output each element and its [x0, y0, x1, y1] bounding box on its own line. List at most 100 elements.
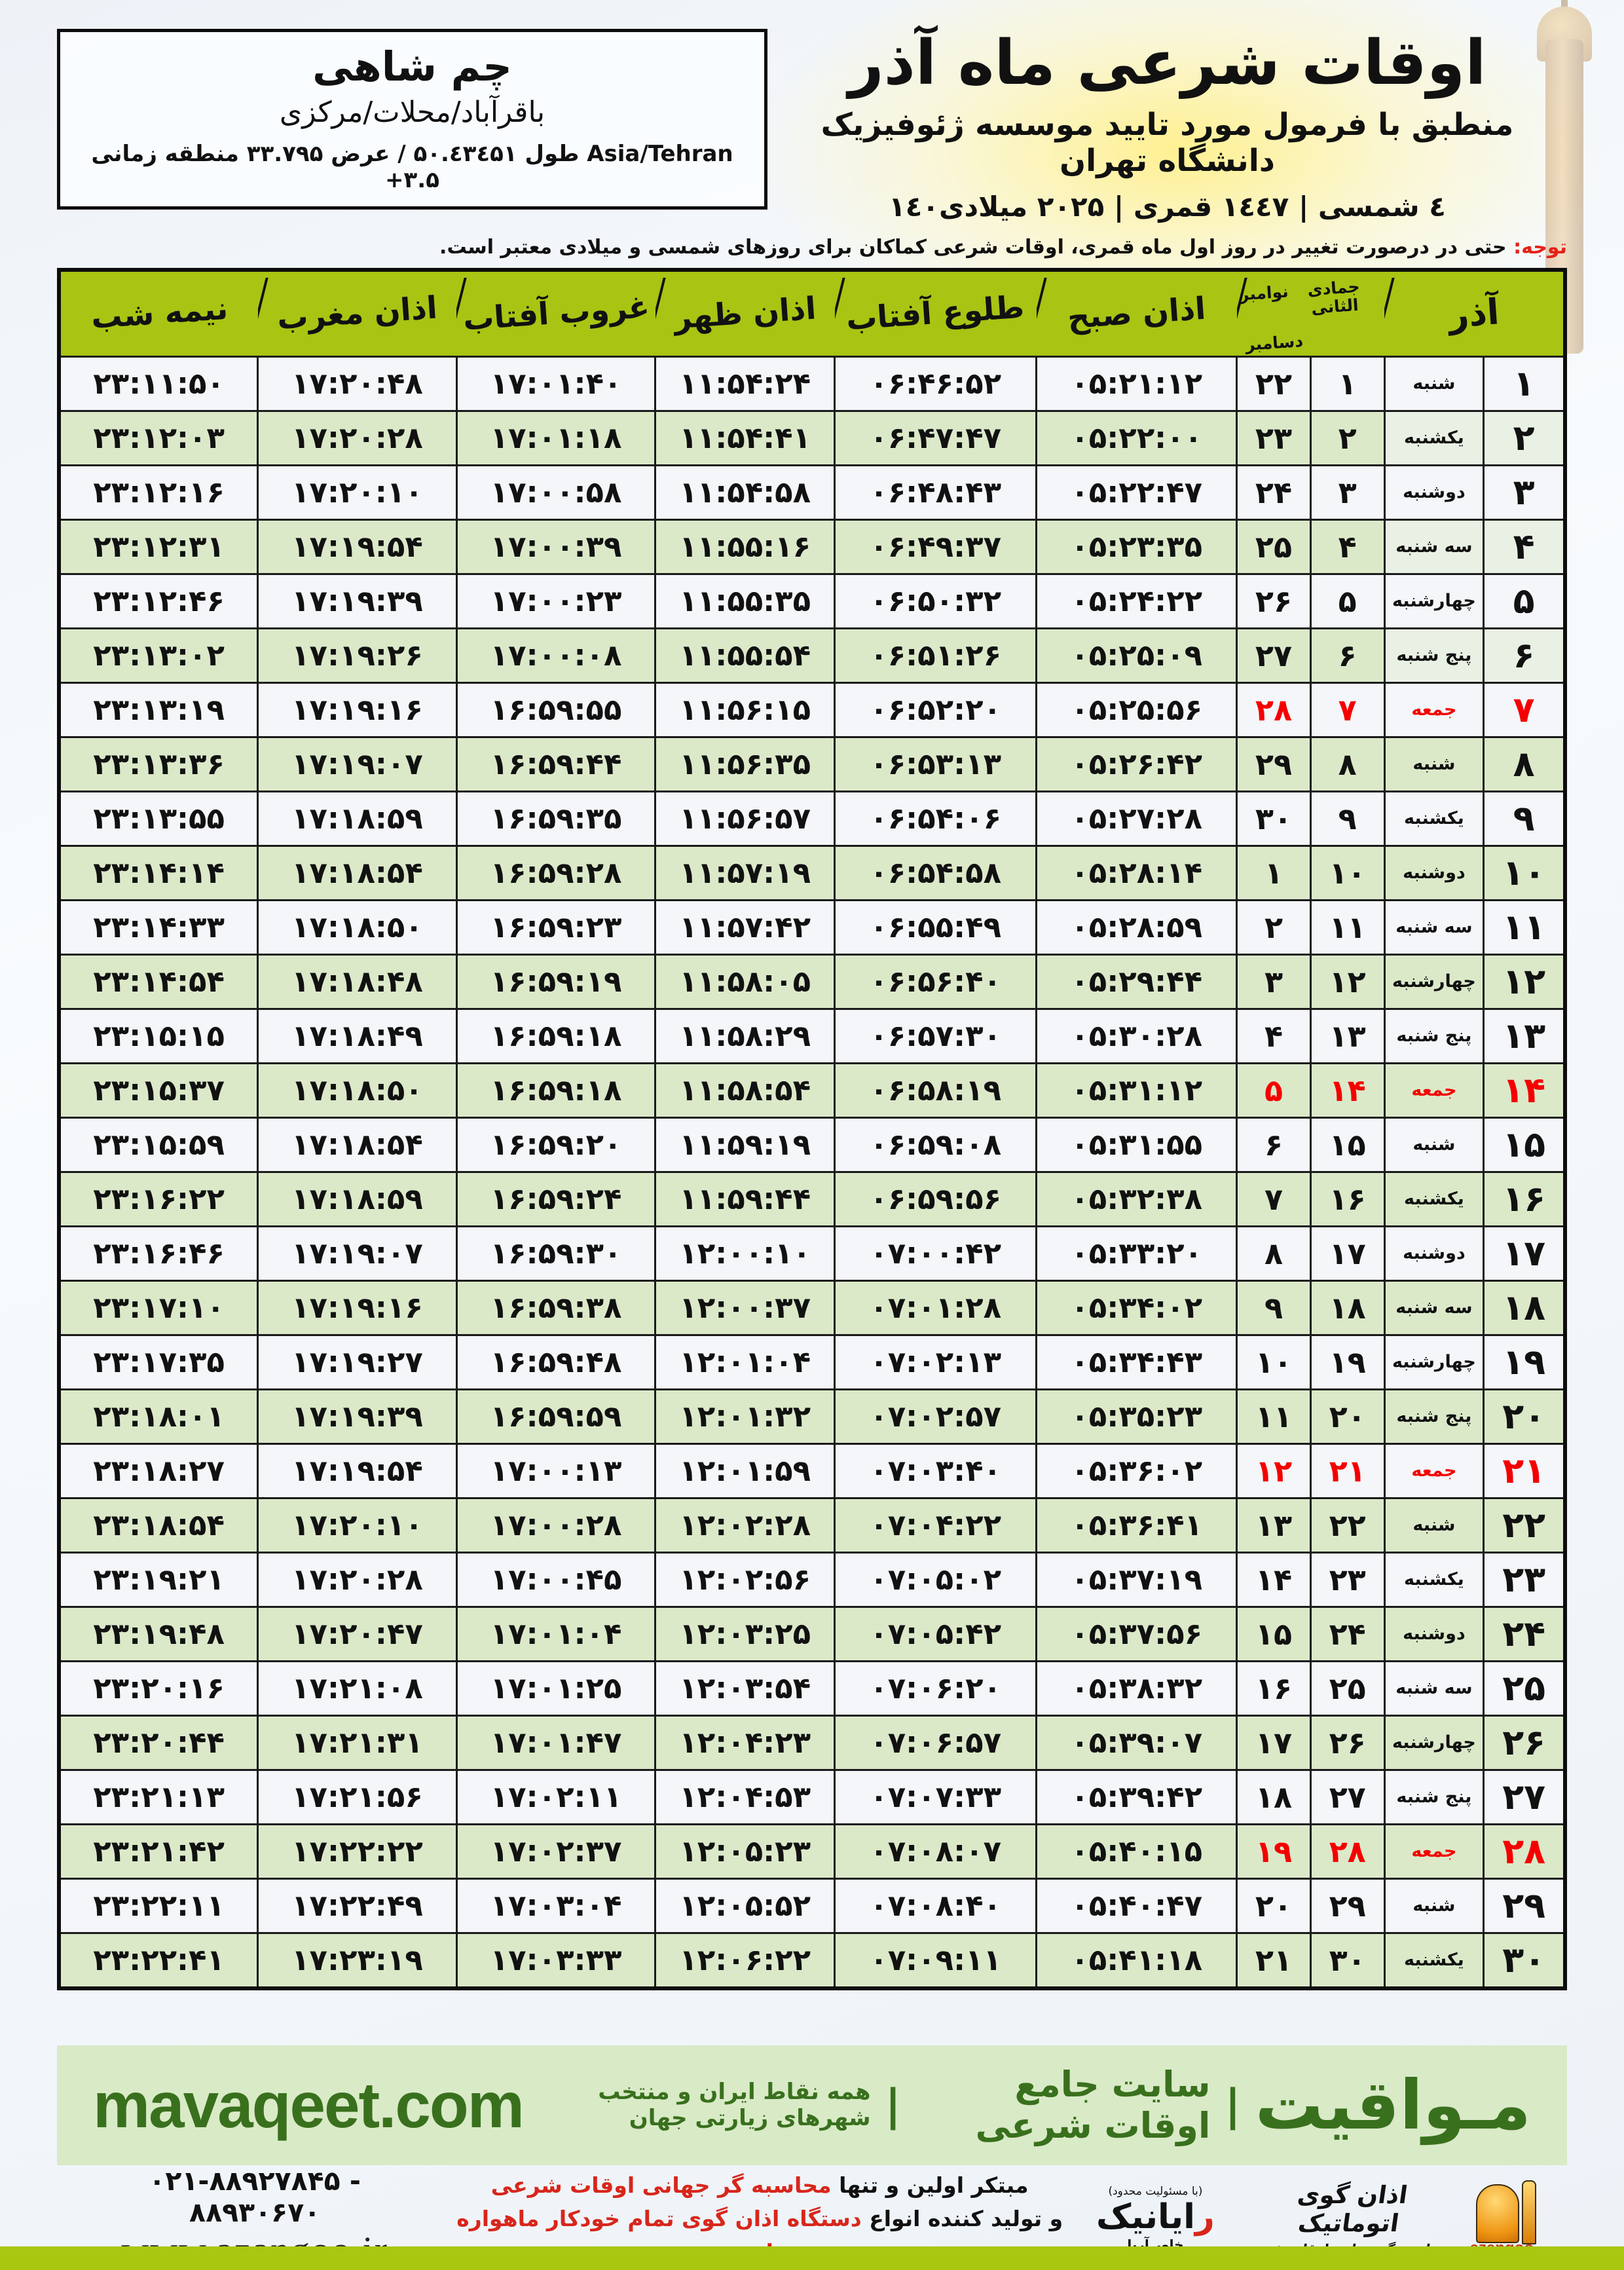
cell-gregorian-day: ۴: [1236, 1007, 1312, 1064]
cell-sunrise-time: ۰۶:۵۰:۳۲: [834, 572, 1038, 629]
divider: |: [1225, 2079, 1241, 2130]
minaret-spire: [1561, 0, 1568, 14]
cell-sunset-time: ۱۷:۰۲:۱۱: [455, 1768, 657, 1825]
cell-weekday: شنبه: [1383, 355, 1485, 412]
table-row: ۱۸ سه شنبه ۱۸ ۹ ۰۵:۳۴:۰۲ ۰۷:۰۱:۲۸ ۱۲:۰۰:…: [58, 1279, 1566, 1336]
cell-gregorian-day: ۱۴: [1236, 1551, 1312, 1608]
cell-sunrise-time: ۰۷:۰۷:۳۳: [834, 1768, 1038, 1825]
cell-weekday: یکشنبه: [1383, 1931, 1485, 1990]
cell-fajr-time: ۰۵:۳۰:۲۸: [1035, 1007, 1238, 1064]
cell-midnight-time: ۲۳:۱۲:۰۳: [58, 409, 259, 466]
cell-fajr-time: ۰۵:۲۳:۳۵: [1035, 518, 1238, 575]
cell-maghrib-time: ۱۷:۱۹:۲۷: [257, 1333, 458, 1390]
cell-fajr-time: ۰۵:۲۲:۰۰: [1035, 409, 1238, 466]
cell-dhuhr-time: ۱۲:۰۱:۳۲: [654, 1388, 836, 1445]
table-row: ۳۰ یکشنبه ۳۰ ۲۱ ۰۵:۴۱:۱۸ ۰۷:۰۹:۱۱ ۱۲:۰۶:…: [58, 1931, 1566, 1990]
table-row: ۲۹ شنبه ۲۹ ۲۰ ۰۵:۴۰:۴۷ ۰۷:۰۸:۴۰ ۱۲:۰۵:۵۲…: [58, 1877, 1566, 1934]
cell-azar-day: ۲۷: [1483, 1768, 1566, 1825]
table-row: ۲ یکشنبه ۲ ۲۳ ۰۵:۲۲:۰۰ ۰۶:۴۷:۴۷ ۱۱:۵۴:۴۱…: [58, 409, 1566, 466]
rayanik-logo: (با مسئولیت محدود) رایانیک خاور آریا: [1096, 2185, 1215, 2252]
minaret-dome: [1537, 7, 1592, 62]
cell-hijri-day: ۱۴: [1309, 1062, 1386, 1119]
cell-hijri-day: ۲۲: [1309, 1497, 1386, 1554]
cell-gregorian-day: ۲۷: [1236, 627, 1312, 684]
page-subtitle: منطبق با فرمول مورد تایید موسسه ژئوفیزیک…: [821, 106, 1514, 179]
cell-weekday: یکشنبه: [1383, 1551, 1485, 1608]
cell-hijri-day: ۱۹: [1309, 1333, 1386, 1390]
cell-gregorian-day: ۲۲: [1236, 355, 1312, 412]
cell-hijri-day: ۲۶: [1309, 1714, 1386, 1771]
cell-maghrib-time: ۱۷:۲۱:۵۶: [257, 1768, 458, 1825]
header-midnight-label: نیمه شب: [90, 290, 229, 337]
cell-gregorian-day: ۱۶: [1236, 1660, 1312, 1717]
cell-sunrise-time: ۰۶:۴۹:۳۷: [834, 518, 1038, 575]
cell-maghrib-time: ۱۷:۲۰:۱۰: [257, 464, 458, 521]
header-midnight: نیمه شب: [59, 269, 258, 357]
cell-maghrib-time: ۱۷:۱۹:۵۴: [257, 1442, 458, 1499]
table-row: ۱۰ دوشنبه ۱۰ ۱ ۰۵:۲۸:۱۴ ۰۶:۵۴:۵۸ ۱۱:۵۷:۱…: [58, 844, 1566, 901]
cell-weekday: چهارشنبه: [1383, 572, 1485, 629]
cell-maghrib-time: ۱۷:۱۸:۵۹: [257, 1170, 458, 1227]
cell-sunset-time: ۱۶:۵۹:۲۴: [455, 1170, 657, 1227]
top-header: چم شاهی باقرآباد/محلات/مرکزی طول ۵۰.٤۳٤۵…: [57, 0, 1567, 223]
cell-gregorian-day: ۳: [1236, 953, 1312, 1010]
cell-gregorian-day: ۱۷: [1236, 1714, 1312, 1771]
cell-sunset-time: ۱۷:۰۳:۰۴: [455, 1877, 657, 1934]
cell-weekday: یکشنبه: [1383, 790, 1485, 847]
cell-hijri-day: ۲: [1309, 409, 1386, 466]
cell-dhuhr-time: ۱۱:۵۵:۵۴: [654, 627, 836, 684]
cell-dhuhr-time: ۱۱:۵۶:۵۷: [654, 790, 836, 847]
cell-sunrise-time: ۰۶:۴۶:۵۲: [834, 355, 1038, 412]
cell-dhuhr-time: ۱۱:۵۴:۵۸: [654, 464, 836, 521]
cell-maghrib-time: ۱۷:۲۲:۲۲: [257, 1823, 458, 1880]
cell-azar-day: ۱۱: [1483, 899, 1566, 956]
cell-sunrise-time: ۰۶:۵۸:۱۹: [834, 1062, 1038, 1119]
cell-midnight-time: ۲۳:۱۵:۵۹: [58, 1116, 259, 1173]
cell-fajr-time: ۰۵:۳۷:۵۶: [1035, 1605, 1238, 1662]
site-tagline-1: سایت جامع اوقات شرعی: [975, 2064, 1211, 2147]
cell-sunset-time: ۱۷:۰۲:۳۷: [455, 1823, 657, 1880]
cell-gregorian-day: ۸: [1236, 1225, 1312, 1282]
calendar-years: ۱٤۰٤ شمسی | ۱٤٤۷ قمری | ۲۰۲۵ میلادی: [889, 190, 1446, 223]
note-label: توجه:: [1513, 235, 1567, 259]
tagline-1-black: مبتکر اولین و تنها: [831, 2172, 1029, 2198]
cell-maghrib-time: ۱۷:۲۱:۰۸: [257, 1660, 458, 1717]
cell-hijri-day: ۲۷: [1309, 1768, 1386, 1825]
cell-sunrise-time: ۰۷:۰۰:۴۲: [834, 1225, 1038, 1282]
cell-dhuhr-time: ۱۱:۵۶:۳۵: [654, 735, 836, 792]
cell-weekday: دوشنبه: [1383, 1225, 1485, 1282]
cell-gregorian-day: ۱۸: [1236, 1768, 1312, 1825]
cell-dhuhr-time: ۱۲:۰۳:۲۵: [654, 1605, 836, 1662]
cell-azar-day: ۱۰: [1483, 844, 1566, 901]
cell-gregorian-day: ۱: [1236, 844, 1312, 901]
cell-hijri-day: ۲۳: [1309, 1551, 1386, 1608]
cell-dhuhr-time: ۱۲:۰۵:۵۲: [654, 1877, 836, 1934]
cell-sunrise-time: ۰۷:۰۶:۵۷: [834, 1714, 1038, 1771]
header-month-label: آذر: [1447, 291, 1501, 336]
header-dhuhr: اذان ظهر: [655, 269, 835, 357]
cell-dhuhr-time: ۱۲:۰۲:۵۶: [654, 1551, 836, 1608]
table-header: آذر جمادی الثانی نوامبر دسامبر اذان صبح …: [59, 269, 1565, 357]
cell-weekday: دوشنبه: [1383, 464, 1485, 521]
cell-hijri-day: ۱: [1309, 355, 1386, 412]
cell-sunset-time: ۱۶:۵۹:۲۳: [455, 899, 657, 956]
cell-azar-day: ۳۰: [1483, 1931, 1566, 1990]
producer-taglines: مبتکر اولین و تنها محاسبه گر جهانی اوقات…: [453, 2168, 1066, 2269]
mavaqeet-url: mavaqeet.com: [93, 2068, 525, 2141]
azangoo-arch-shape: [1476, 2184, 1519, 2243]
cell-weekday: چهارشنبه: [1383, 953, 1485, 1010]
cell-sunrise-time: ۰۷:۰۲:۵۷: [834, 1388, 1038, 1445]
cell-weekday: سه شنبه: [1383, 518, 1485, 575]
header-sunrise-label: طلوع آفتاب: [845, 289, 1026, 338]
cell-midnight-time: ۲۳:۱۴:۳۳: [58, 899, 259, 956]
rayanik-rest: ایانیک: [1096, 2197, 1195, 2237]
cell-fajr-time: ۰۵:۳۹:۰۷: [1035, 1714, 1238, 1771]
cell-fajr-time: ۰۵:۲۱:۱۲: [1035, 355, 1238, 412]
cell-fajr-time: ۰۵:۲۵:۰۹: [1035, 627, 1238, 684]
cell-azar-day: ۱۲: [1483, 953, 1566, 1010]
table-row: ۱۴ جمعه ۱۴ ۵ ۰۵:۳۱:۱۲ ۰۶:۵۸:۱۹ ۱۱:۵۸:۵۴ …: [58, 1062, 1566, 1119]
cell-azar-day: ۱۹: [1483, 1333, 1566, 1390]
cell-midnight-time: ۲۳:۱۸:۰۱: [58, 1388, 259, 1445]
coordinates-line: طول ۵۰.٤۳٤۵۱ / عرض ۳۳.۷۹۵ منطقه زمانی As…: [91, 141, 733, 193]
cell-hijri-day: ۱۸: [1309, 1279, 1386, 1336]
